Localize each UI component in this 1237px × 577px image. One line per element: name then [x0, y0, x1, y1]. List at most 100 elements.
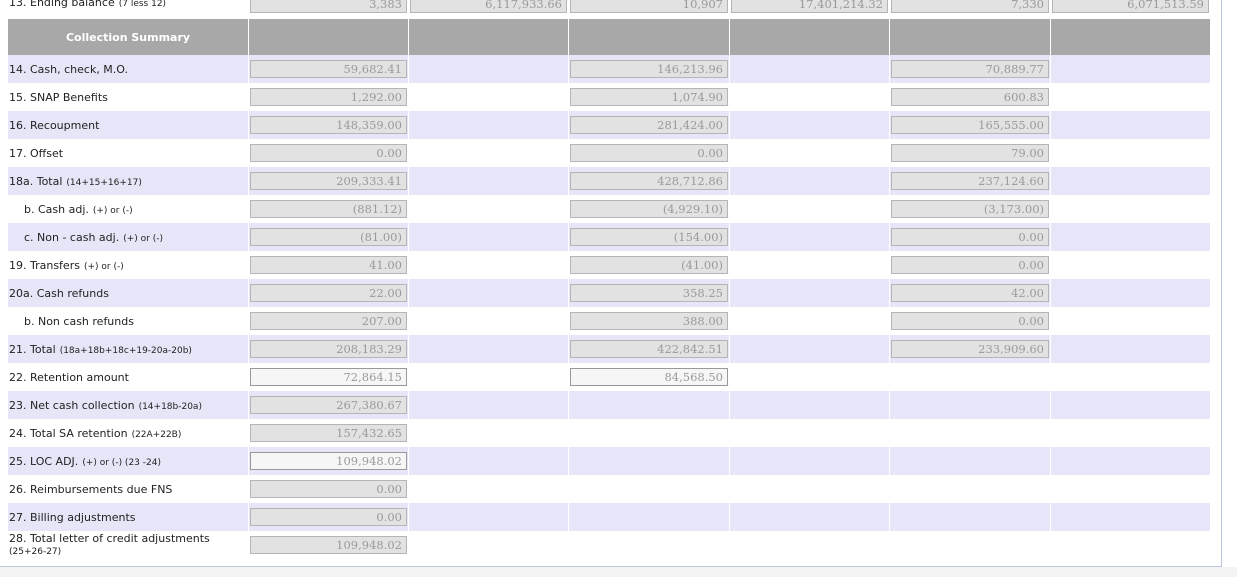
label: 16. Recoupment — [9, 118, 100, 132]
row-cell — [409, 83, 568, 111]
value-field: (154.00) — [570, 228, 728, 246]
value-field: 10,907 — [570, 0, 728, 13]
row-label: 16. Recoupment — [8, 111, 248, 139]
form-frame — [0, 0, 1222, 567]
row-label: 20a. Cash refunds — [8, 279, 248, 307]
row-cell — [890, 363, 1050, 391]
label: 24. Total SA retention — [9, 426, 128, 440]
row-label: 22. Retention amount — [8, 363, 248, 391]
row-label: 21. Total (18a+18b+18c+19-20a-20b) — [8, 335, 248, 363]
row-label: 18a. Total (14+15+16+17) — [8, 167, 248, 195]
row-label: 13. Ending balance (7 less 12) — [8, 0, 248, 13]
row-label: 23. Net cash collection (14+18b-20a) — [8, 391, 248, 419]
row-cell — [730, 223, 889, 251]
row-cell — [890, 475, 1050, 503]
row-cell — [409, 335, 568, 363]
label-note: (22A+22B) — [131, 429, 182, 440]
value-field: 157,432.65 — [250, 424, 407, 442]
row-cell — [890, 391, 1050, 419]
row-cell — [409, 531, 568, 559]
value-field[interactable]: 72,864.15 — [250, 368, 407, 386]
row-cell — [1051, 167, 1210, 195]
row-cell — [1051, 335, 1210, 363]
row-cell — [569, 531, 729, 559]
row-cell — [730, 251, 889, 279]
value-field: 237,124.60 — [891, 172, 1049, 190]
row-cell — [1051, 55, 1210, 83]
label-text: 28. Total letter of credit adjustments (2… — [9, 531, 210, 558]
label-note: (14+15+16+17) — [66, 177, 142, 188]
value-field: 165,555.00 — [891, 116, 1049, 134]
row-cell — [409, 223, 568, 251]
row-cell — [569, 419, 729, 447]
label-text: 14. Cash, check, M.O. — [9, 63, 128, 76]
label-text: 21. Total (18a+18b+18c+19-20a-20b) — [9, 343, 192, 356]
value-field[interactable]: 109,948.02 — [250, 452, 407, 470]
value-field: 109,948.02 — [250, 536, 407, 554]
value-field: 7,330 — [891, 0, 1049, 13]
row-label: 25. LOC ADJ. (+) or (-) (23 -24) — [8, 447, 248, 475]
value-field: 1,292.00 — [250, 88, 407, 106]
row-cell — [409, 55, 568, 83]
row-cell — [409, 195, 568, 223]
label: 26. Reimbursements due FNS — [9, 482, 173, 496]
label-note: (+) or (-) — [83, 261, 124, 272]
value-field: 0.00 — [570, 144, 728, 162]
label-note: (18a+18b+18c+19-20a-20b) — [59, 345, 192, 356]
value-field: 0.00 — [891, 312, 1049, 330]
row-label: 26. Reimbursements due FNS — [8, 475, 248, 503]
label-text: 17. Offset — [9, 147, 63, 160]
value-field: 388.00 — [570, 312, 728, 330]
label: 27. Billing adjustments — [9, 510, 136, 524]
label: 25. LOC ADJ. — [9, 454, 79, 468]
label: 15. SNAP Benefits — [9, 90, 108, 104]
row-label: b. Cash adj. (+) or (-) — [8, 195, 248, 223]
value-field: 428,712.86 — [570, 172, 728, 190]
row-label: 28. Total letter of credit adjustments (2… — [8, 531, 248, 559]
header-cell — [730, 19, 889, 55]
label-note: (+) or (-) — [123, 233, 163, 244]
value-field[interactable]: 84,568.50 — [570, 368, 728, 386]
label: 28. Total letter of credit adjustments — [9, 531, 210, 545]
row-cell — [890, 447, 1050, 475]
row-cell — [730, 475, 889, 503]
row-cell — [1051, 363, 1210, 391]
label: 18a. Total — [9, 174, 63, 188]
label-text: 15. SNAP Benefits — [9, 91, 108, 104]
value-field: 146,213.96 — [570, 60, 728, 78]
label-text: 22. Retention amount — [9, 371, 129, 384]
label-text: 23. Net cash collection (14+18b-20a) — [9, 399, 202, 412]
label-text: 27. Billing adjustments — [9, 511, 136, 524]
value-field: 422,842.51 — [570, 340, 728, 358]
value-field: 209,333.41 — [250, 172, 407, 190]
label-note: (+) or (-) (23 -24) — [82, 457, 161, 468]
value-field: (4,929.10) — [570, 200, 728, 218]
row-cell — [1051, 279, 1210, 307]
label-note: (7 less 12) — [118, 0, 167, 9]
row-cell — [1051, 531, 1210, 559]
row-cell — [1051, 391, 1210, 419]
row-cell — [569, 447, 729, 475]
row-cell — [569, 475, 729, 503]
label: c. Non - cash adj. — [24, 230, 120, 244]
label-text: 19. Transfers (+) or (-) — [9, 259, 124, 272]
row-label: 17. Offset — [8, 139, 248, 167]
value-field: 267,380.67 — [250, 396, 407, 414]
label: 22. Retention amount — [9, 370, 129, 384]
row-cell — [409, 391, 568, 419]
row-cell — [1051, 307, 1210, 335]
label-text: 26. Reimbursements due FNS — [9, 483, 172, 496]
value-field: 233,909.60 — [891, 340, 1049, 358]
value-field: 0.00 — [250, 480, 407, 498]
row-cell — [409, 279, 568, 307]
row-cell — [409, 363, 568, 391]
row-cell — [409, 307, 568, 335]
value-field: 17,401,214.32 — [731, 0, 888, 13]
value-field: 42.00 — [891, 284, 1049, 302]
header-cell — [890, 19, 1050, 55]
row-cell — [409, 139, 568, 167]
row-cell — [730, 139, 889, 167]
header-cell — [1051, 19, 1210, 55]
row-cell — [409, 111, 568, 139]
